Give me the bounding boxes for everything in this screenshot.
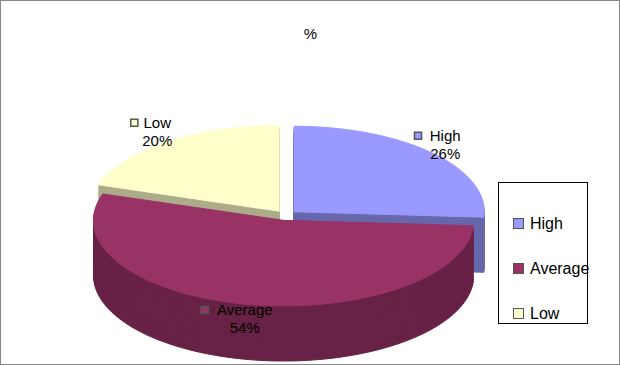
html-text:Average: Average bbox=[530, 259, 590, 277]
svg-text:Average: Average bbox=[217, 301, 273, 318]
svg-text:%: % bbox=[304, 25, 317, 42]
html-text:Low: Low bbox=[530, 304, 560, 322]
svg-text:26%: 26% bbox=[430, 145, 460, 162]
svg-text:54%: 54% bbox=[230, 319, 260, 336]
svg-text:Low: Low bbox=[143, 114, 171, 131]
svg-text:High: High bbox=[430, 127, 461, 144]
svg-text:20%: 20% bbox=[142, 132, 172, 149]
html-text:High: High bbox=[530, 214, 563, 232]
